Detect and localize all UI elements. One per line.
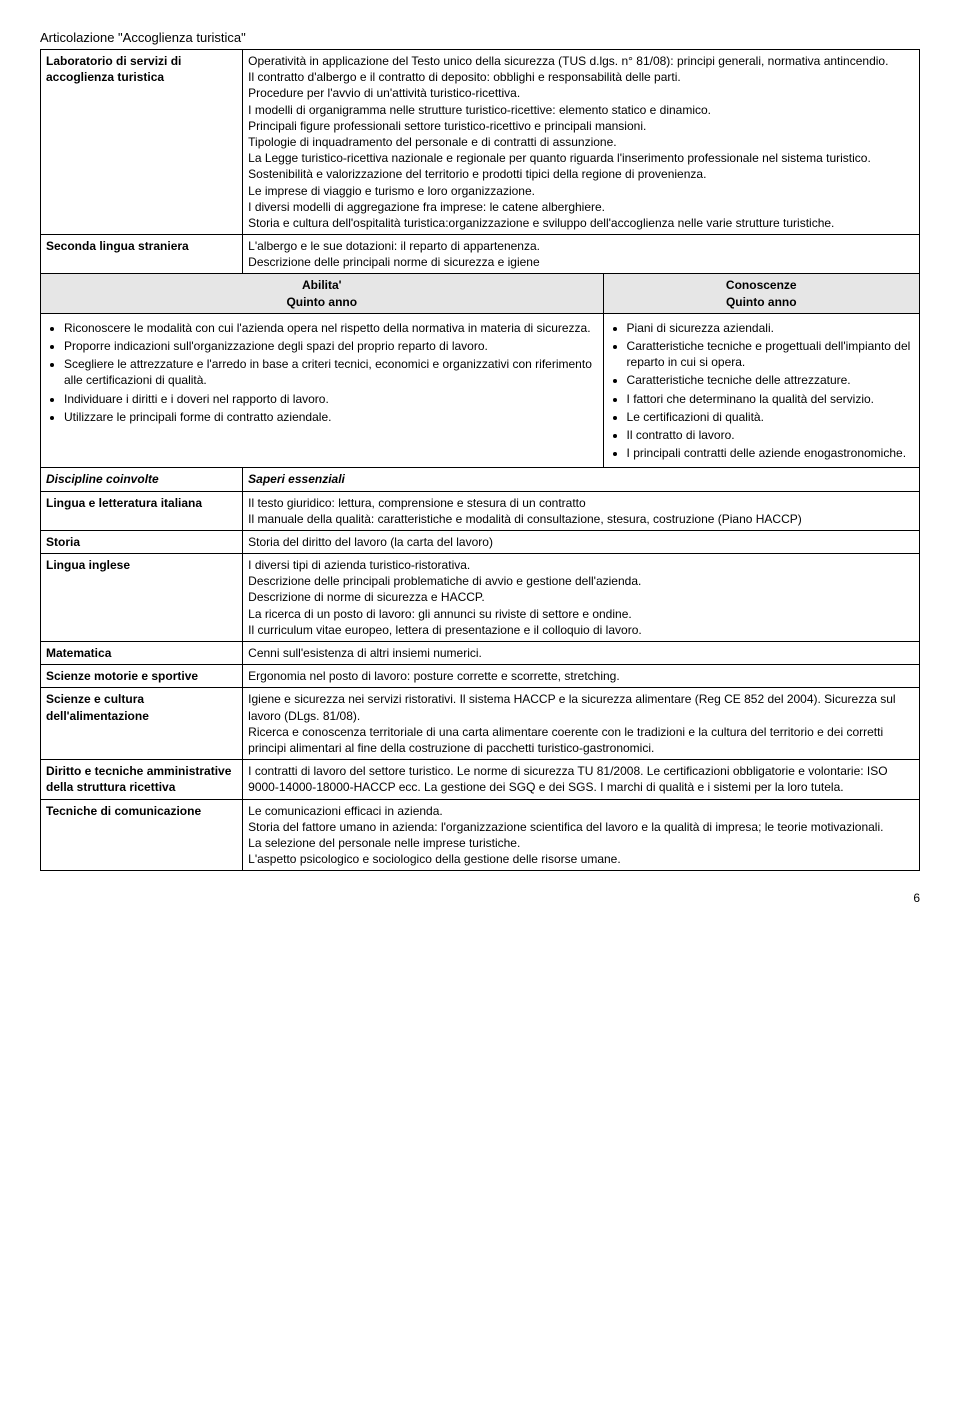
label-alimentazione: Scienze e cultura dell'alimentazione — [41, 688, 243, 760]
list-item: Caratteristiche tecniche e progettuali d… — [627, 338, 914, 370]
content-lingua-it: Il testo giuridico: lettura, comprension… — [243, 491, 920, 530]
page-number: 6 — [40, 871, 920, 905]
row-alimentazione: Scienze e cultura dell'alimentazione Igi… — [41, 688, 920, 760]
main-table: Laboratorio di servizi di accoglienza tu… — [40, 49, 920, 871]
content-seconda: L'albergo e le sue dotazioni: il reparto… — [243, 235, 920, 274]
label-lab: Laboratorio di servizi di accoglienza tu… — [41, 50, 243, 235]
row-discipline: Discipline coinvolte Saperi essenziali — [41, 468, 920, 491]
label-storia: Storia — [41, 530, 243, 553]
row-diritto: Diritto e tecniche amministrative della … — [41, 760, 920, 799]
row-inglese: Lingua inglese I diversi tipi di azienda… — [41, 554, 920, 642]
content-comunicazione: Le comunicazioni efficaci in azienda.Sto… — [243, 799, 920, 871]
row-comunicazione: Tecniche di comunicazione Le comunicazio… — [41, 799, 920, 871]
content-storia: Storia del diritto del lavoro (la carta … — [243, 530, 920, 553]
row-motorie: Scienze motorie e sportive Ergonomia nel… — [41, 665, 920, 688]
row-header: Abilita'Quinto anno ConoscenzeQuinto ann… — [41, 274, 920, 313]
list-item: I principali contratti delle aziende eno… — [627, 445, 914, 461]
label-matematica: Matematica — [41, 642, 243, 665]
page-title: Articolazione "Accoglienza turistica" — [40, 30, 920, 45]
list-item: Scegliere le attrezzature e l'arredo in … — [64, 356, 598, 388]
row-seconda: Seconda lingua straniera L'albergo e le … — [41, 235, 920, 274]
content-motorie: Ergonomia nel posto di lavoro: posture c… — [243, 665, 920, 688]
row-storia: Storia Storia del diritto del lavoro (la… — [41, 530, 920, 553]
conoscenze-cell: Piani di sicurezza aziendali. Caratterist… — [603, 313, 919, 468]
header-conoscenze: ConoscenzeQuinto anno — [603, 274, 919, 313]
content-matematica: Cenni sull'esistenza di altri insiemi nu… — [243, 642, 920, 665]
content-inglese: I diversi tipi di azienda turistico-rist… — [243, 554, 920, 642]
label-discipline: Discipline coinvolte — [41, 468, 243, 491]
list-item: I fattori che determinano la qualità del… — [627, 391, 914, 407]
saperi-label: Saperi essenziali — [243, 468, 920, 491]
label-diritto: Diritto e tecniche amministrative della … — [41, 760, 243, 799]
content-lab: Operatività in applicazione del Testo un… — [243, 50, 920, 235]
content-diritto: I contratti di lavoro del settore turist… — [243, 760, 920, 799]
abilita-cell: Riconoscere le modalità con cui l'aziend… — [41, 313, 604, 468]
content-alimentazione: Igiene e sicurezza nei servizi ristorati… — [243, 688, 920, 760]
label-comunicazione: Tecniche di comunicazione — [41, 799, 243, 871]
row-matematica: Matematica Cenni sull'esistenza di altri… — [41, 642, 920, 665]
list-item: Le certificazioni di qualità. — [627, 409, 914, 425]
list-item: Individuare i diritti e i doveri nel rap… — [64, 391, 598, 407]
label-seconda: Seconda lingua straniera — [41, 235, 243, 274]
row-lingua-it: Lingua e letteratura italiana Il testo g… — [41, 491, 920, 530]
conoscenze-list: Piani di sicurezza aziendali. Caratterist… — [627, 320, 914, 462]
row-bullets: Riconoscere le modalità con cui l'aziend… — [41, 313, 920, 468]
label-motorie: Scienze motorie e sportive — [41, 665, 243, 688]
list-item: Caratteristiche tecniche delle attrezzat… — [627, 372, 914, 388]
list-item: Utilizzare le principali forme di contra… — [64, 409, 598, 425]
label-lingua-it: Lingua e letteratura italiana — [41, 491, 243, 530]
label-inglese: Lingua inglese — [41, 554, 243, 642]
list-item: Il contratto di lavoro. — [627, 427, 914, 443]
list-item: Riconoscere le modalità con cui l'aziend… — [64, 320, 598, 336]
header-abilita: Abilita'Quinto anno — [41, 274, 604, 313]
abilita-list: Riconoscere le modalità con cui l'aziend… — [64, 320, 598, 425]
row-lab: Laboratorio di servizi di accoglienza tu… — [41, 50, 920, 235]
list-item: Proporre indicazioni sull'organizzazione… — [64, 338, 598, 354]
list-item: Piani di sicurezza aziendali. — [627, 320, 914, 336]
